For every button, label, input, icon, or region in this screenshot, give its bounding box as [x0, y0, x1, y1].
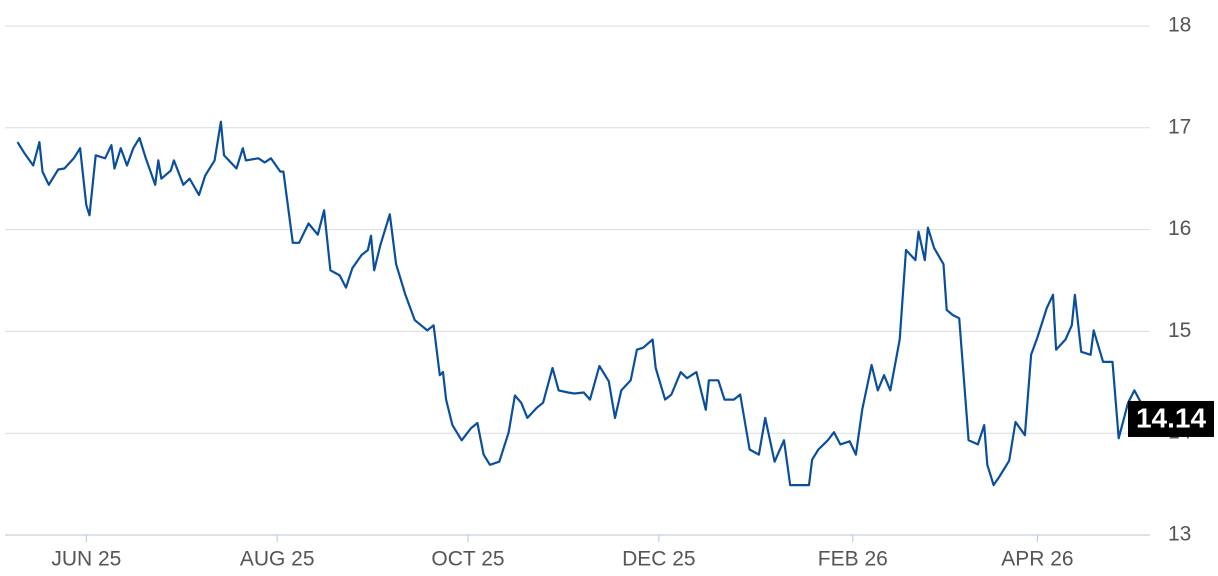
- x-tick-label: AUG 25: [240, 548, 315, 571]
- last-value-label: 14.14: [1136, 402, 1206, 433]
- x-tick-label: JUN 25: [51, 548, 121, 571]
- y-tick-label: 15: [1168, 319, 1191, 342]
- y-tick-label: 17: [1168, 115, 1191, 138]
- y-tick-label: 16: [1168, 217, 1191, 240]
- x-tick-label: APR 26: [1001, 548, 1073, 571]
- y-tick-label: 13: [1168, 523, 1191, 546]
- x-tick-label: OCT 25: [431, 548, 504, 571]
- y-tick-label: 18: [1168, 14, 1191, 37]
- x-tick-label: DEC 25: [622, 548, 696, 571]
- last-value-box: [1128, 400, 1214, 437]
- price-line: [16, 120, 1148, 487]
- x-tick-label: FEB 26: [818, 548, 888, 571]
